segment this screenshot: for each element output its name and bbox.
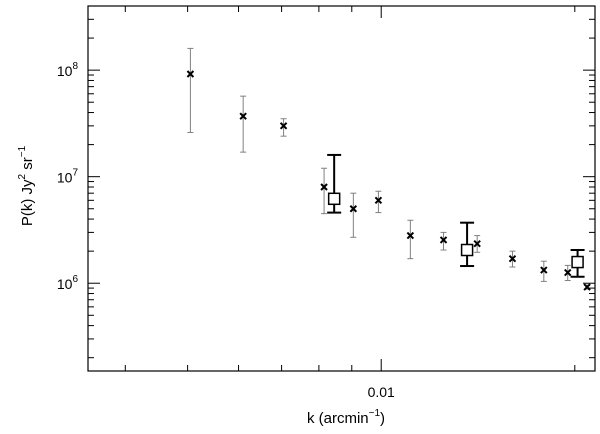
x-tick-label: 0.01	[368, 384, 395, 400]
y-tick-label: 106	[57, 274, 79, 292]
y-tick-label-base: 10	[57, 276, 73, 292]
x-axis-title-main: k (arcmin	[307, 410, 369, 427]
axis-ticks	[88, 5, 595, 371]
y-axis-title-b: sr	[19, 157, 36, 174]
x-marker	[186, 70, 195, 78]
y-tick-label-exp: 6	[72, 274, 78, 285]
x-marker	[320, 183, 328, 191]
plot-frame	[87, 5, 596, 372]
y-axis-title: P(k) Jy2 sr−1	[17, 145, 36, 226]
x-marker	[583, 283, 591, 291]
y-tick-label: 108	[57, 61, 79, 79]
square-marker	[571, 255, 584, 269]
x-marker	[540, 266, 548, 274]
x-marker	[374, 196, 383, 205]
x-marker	[239, 112, 247, 120]
y-tick-label-base: 10	[57, 63, 73, 79]
y-axis-title-a: P(k) Jy	[19, 179, 36, 226]
x-marker	[406, 231, 415, 240]
x-marker	[508, 254, 517, 263]
square-marker	[327, 192, 341, 206]
square-marker	[460, 243, 474, 257]
y-tick-label-exp: 8	[72, 61, 78, 72]
data-markers	[186, 70, 591, 291]
x-marker	[439, 236, 448, 244]
y-tick-label-exp: 7	[72, 168, 78, 179]
y-tick-label: 107	[57, 168, 79, 186]
y-tick-label-base: 10	[57, 170, 73, 186]
x-marker	[564, 268, 572, 277]
y-axis-title-b-sup: −1	[17, 145, 28, 157]
x-marker	[349, 205, 358, 213]
x-marker	[279, 122, 288, 130]
x-axis-title: k (arcmin−1)	[307, 408, 385, 427]
y-axis-title-a-sup: 2	[17, 173, 28, 179]
x-marker	[473, 239, 481, 248]
x-axis-title-sup: −1	[369, 408, 381, 419]
error-bars	[187, 47, 591, 290]
x-axis-title-close: )	[380, 410, 385, 427]
